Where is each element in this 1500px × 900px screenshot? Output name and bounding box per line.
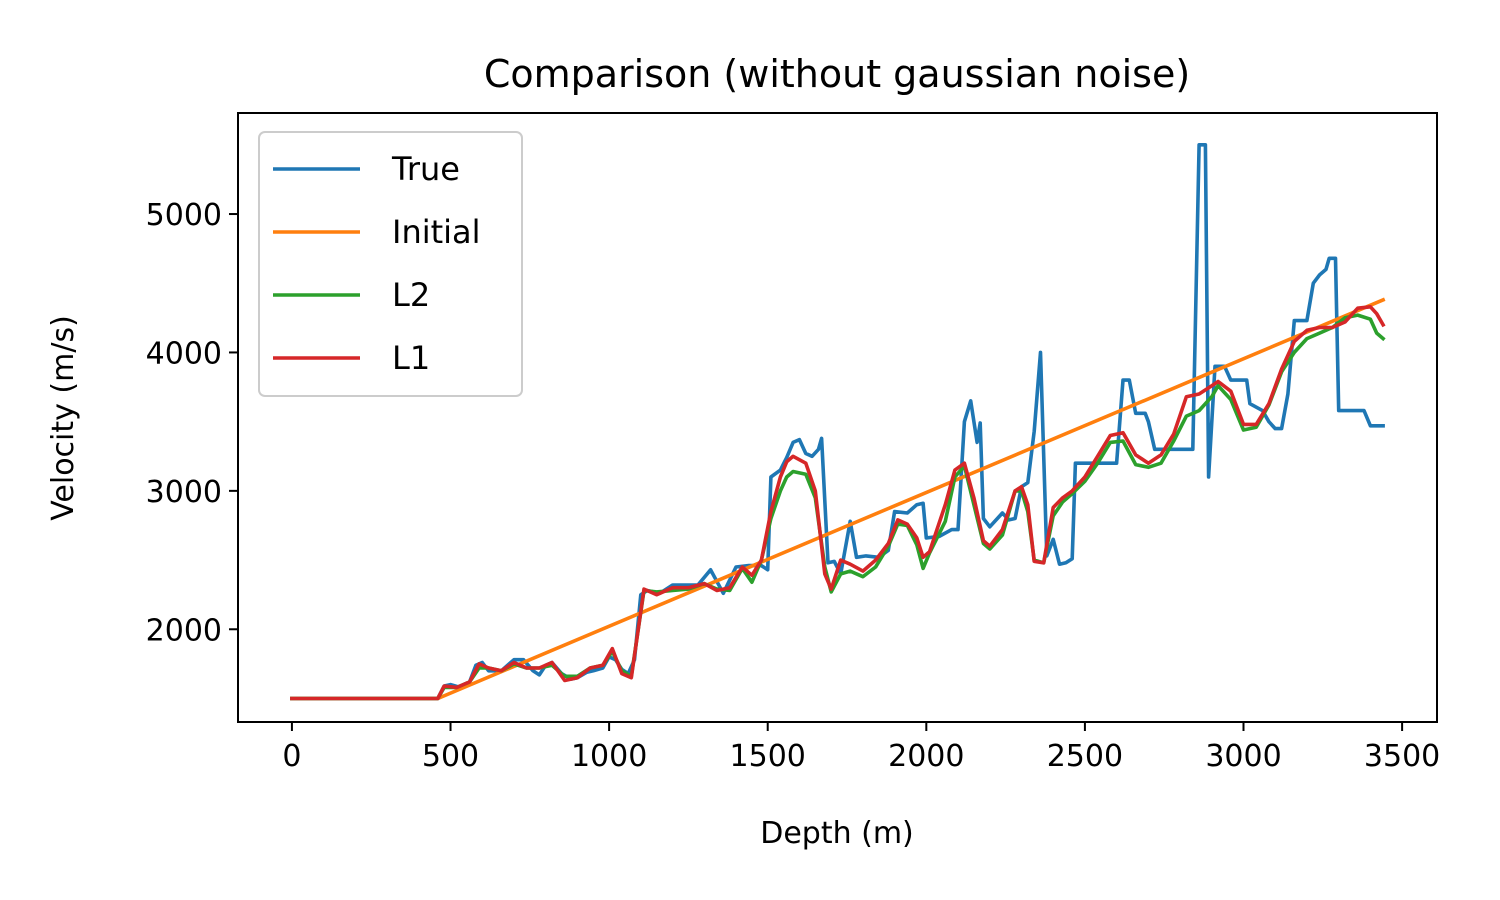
legend-box (258, 131, 523, 397)
legend-label-l1: L1 (392, 339, 430, 377)
legend-label-true: True (391, 150, 460, 188)
x-tick-label: 500 (422, 739, 479, 774)
x-axis: 0 500 1000 1500 2000 2500 3000 3500 (282, 722, 1440, 774)
y-axis-label: Velocity (m/s) (46, 315, 81, 521)
axes-frame (237, 112, 1438, 723)
x-tick-label: 3500 (1364, 739, 1440, 774)
y-tick-label: 5000 (146, 198, 222, 233)
legend-label-initial: Initial (392, 213, 481, 251)
y-axis: 2000 3000 4000 5000 (146, 198, 238, 648)
x-tick-label: 3000 (1205, 739, 1281, 774)
legend: True Initial L2 L1 (258, 131, 523, 397)
x-tick-label: 1500 (730, 739, 806, 774)
x-tick-label: 2500 (1047, 739, 1123, 774)
chart-title: Comparison (without gaussian noise) (484, 52, 1190, 96)
y-tick-label: 3000 (146, 475, 222, 510)
legend-label-l2: L2 (392, 276, 430, 314)
x-axis-label: Depth (m) (760, 816, 914, 851)
y-tick-label: 2000 (146, 613, 222, 648)
y-tick-label: 4000 (146, 336, 222, 371)
x-tick-label: 0 (282, 739, 301, 774)
x-tick-label: 1000 (571, 739, 647, 774)
series-line-l1 (290, 305, 1386, 701)
plot-area (290, 143, 1386, 701)
x-tick-label: 2000 (888, 739, 964, 774)
